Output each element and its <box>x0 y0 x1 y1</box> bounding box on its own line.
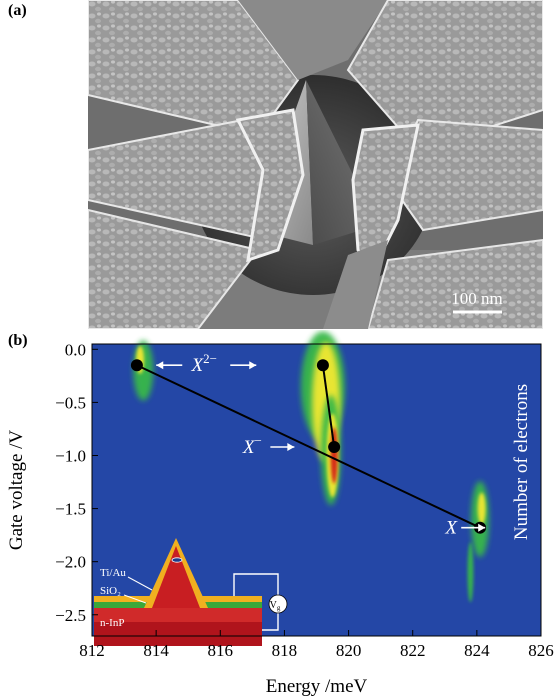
label-ti-au: Ti/Au <box>100 567 126 579</box>
fit-lines <box>136 364 481 529</box>
panel-b-label: (b) <box>8 332 28 349</box>
x-tick-label: 822 <box>400 641 426 660</box>
quantum-dot <box>171 557 183 563</box>
y-axis: 0.0 −0.5 −1.0 −1.5 −2.0 −2.5 <box>55 340 98 625</box>
y-axis-label: Gate voltage /V <box>6 430 27 551</box>
emission-spots <box>133 331 490 603</box>
sem-image: 100 nm <box>88 0 543 329</box>
arrow-right-head <box>249 361 257 370</box>
data-point <box>328 440 341 453</box>
pyramid <box>152 546 200 608</box>
x-tick-label: 812 <box>79 641 105 660</box>
emission-spot <box>467 542 474 603</box>
arrow-ti-au <box>127 576 153 591</box>
x-tick-label: 814 <box>143 641 169 660</box>
annotation-superscript: − <box>254 433 261 448</box>
annotation-superscript: 2− <box>203 351 217 366</box>
arrow-right-head <box>287 442 295 451</box>
x-tick-label: 824 <box>464 641 490 660</box>
annotation: X <box>444 518 486 539</box>
circuit-wire <box>233 573 279 631</box>
data-point <box>130 359 143 372</box>
y-tick-label: −2.5 <box>55 606 86 625</box>
label-n-inp: n-InP <box>100 617 124 629</box>
x-tick-label: 820 <box>336 641 362 660</box>
electron-number-label: Number of electrons <box>511 384 532 540</box>
gate-voltage-symbol: Vg <box>270 600 281 612</box>
gate-source <box>268 594 288 614</box>
panel-a-label: (a) <box>8 2 27 19</box>
y-tick-label: −0.5 <box>55 393 86 412</box>
substrate-top <box>94 608 262 622</box>
arrow-right-head <box>478 523 486 532</box>
arrow-left-head <box>156 361 164 370</box>
data-points <box>130 359 487 534</box>
label-sio2: SiO₂ <box>100 585 121 597</box>
y-tick-label: 0.0 <box>65 340 86 359</box>
y-tick-label: −2.0 <box>55 553 86 572</box>
scale-bar-label: 100 nm <box>451 289 502 308</box>
arrow-sio2 <box>123 594 147 604</box>
x-tick-label: 818 <box>272 641 298 660</box>
device-inset: Vg Ti/Au SiO₂ n-InP <box>94 538 288 646</box>
annotation-label: X <box>444 518 458 539</box>
x-tick-label: 816 <box>208 641 234 660</box>
fit-line <box>321 365 336 448</box>
y-tick-label: −1.0 <box>55 446 86 465</box>
y-tick-label: −1.5 <box>55 500 86 519</box>
fit-line <box>136 364 481 529</box>
annotations: X2−X−X <box>156 351 486 539</box>
plot-frame <box>91 343 542 637</box>
x-tick-label: 826 <box>528 641 554 660</box>
data-point <box>316 359 329 372</box>
emission-spot <box>477 492 486 525</box>
x-axis-label: Energy /meV <box>266 676 368 697</box>
x-axis: 812 814 816 818 820 822 824 826 <box>79 630 554 660</box>
gate-voltage-subscript: g <box>277 604 281 612</box>
